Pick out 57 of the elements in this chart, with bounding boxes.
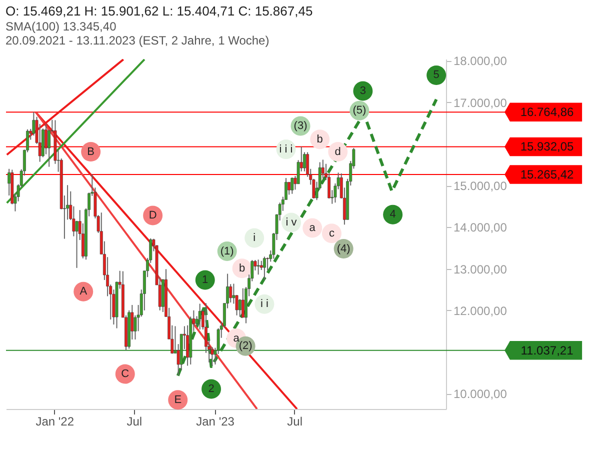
annotation: a xyxy=(309,222,316,234)
candlestick xyxy=(256,259,260,276)
ref-line-label: 16.764,86 xyxy=(520,105,574,120)
ref-line-label: 15.265,42 xyxy=(520,167,574,182)
annotation: 2 xyxy=(208,383,214,396)
annotation: D xyxy=(148,209,157,222)
y-tick-label: 17.000,00 xyxy=(454,96,508,110)
chart-title: O: 15.469,21 H: 15.901,62 L: 15.404,71 C: 15.867,45 xyxy=(6,4,313,19)
candlestick xyxy=(198,303,202,330)
annotation: (5) xyxy=(352,104,366,117)
x-tick-label: Jan '22 xyxy=(36,414,74,428)
annotation: A xyxy=(80,286,88,298)
candlestick xyxy=(260,260,263,270)
candlestick xyxy=(229,284,232,303)
annotation: b xyxy=(316,133,323,146)
point xyxy=(302,218,322,238)
annotation: (3) xyxy=(294,120,308,132)
candlestick xyxy=(238,298,242,318)
candlestick xyxy=(290,177,294,194)
annotation: 4 xyxy=(390,208,396,221)
annotation: (4) xyxy=(336,242,350,255)
y-tick-label: 12.000,00 xyxy=(454,304,508,318)
annotation: (2) xyxy=(238,340,252,352)
annotation: C xyxy=(121,368,130,380)
candlestick xyxy=(75,220,78,268)
ref-line-label: 11.037,21 xyxy=(520,343,574,358)
y-tick-label: 10.000,00 xyxy=(454,387,508,402)
annotation: 1 xyxy=(202,274,208,286)
point xyxy=(244,228,264,248)
text: SMA(100) 13.345,40 xyxy=(6,20,117,34)
annotation: d xyxy=(334,146,341,158)
x-tick-label: Jul xyxy=(126,414,142,428)
annotation: b xyxy=(238,262,246,274)
annotation: E xyxy=(174,394,182,406)
x-tick-label: Jan '23 xyxy=(196,414,235,428)
annotation: i i i xyxy=(279,143,293,156)
y-tick-label: 14.000,00 xyxy=(454,220,508,235)
ref-line-label: 15.932,05 xyxy=(520,140,574,154)
annotation: 3 xyxy=(360,85,366,98)
candlestick xyxy=(263,256,266,280)
annotation: 5 xyxy=(433,69,440,82)
annotation: i xyxy=(253,232,256,244)
annotation: i i xyxy=(260,298,268,310)
x-tick-label: Jul xyxy=(287,414,303,428)
y-tick-label: 13.000,00 xyxy=(454,262,508,276)
annotation: (1) xyxy=(220,245,234,258)
point xyxy=(254,294,274,314)
annotation: a xyxy=(233,332,240,344)
annotation: B xyxy=(87,146,95,158)
annotation: c xyxy=(328,227,335,240)
y-tick-label: 18.000,00 xyxy=(454,54,508,68)
candlestick xyxy=(266,257,269,271)
point xyxy=(322,224,342,244)
text: 20.09.2021 - 13.11.2023 (EST, 2 Jahre, 1 Woche) xyxy=(6,34,270,48)
y-tick-label: 15.000,00 xyxy=(454,179,508,194)
candlestick xyxy=(241,288,244,318)
annotation: i v xyxy=(286,216,298,229)
